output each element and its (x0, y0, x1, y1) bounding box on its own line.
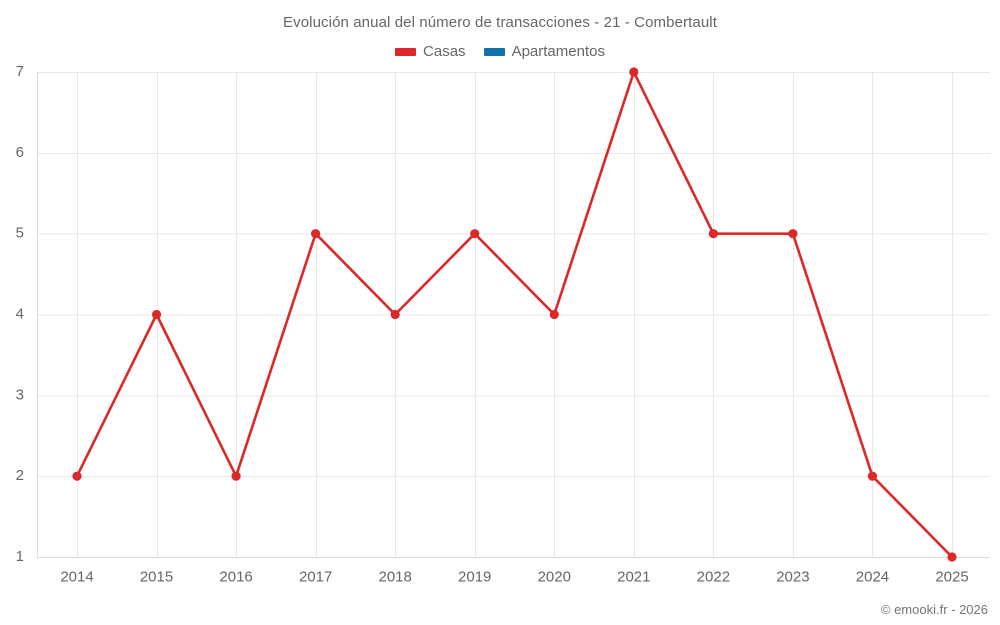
series-line-casas (75, 70, 954, 559)
x-axis-tick-label: 2014 (60, 568, 93, 585)
x-axis-tick-label: 2021 (617, 568, 650, 585)
x-axis-tick-label: 2015 (140, 568, 173, 585)
y-axis-tick-labels: 1 2 3 4 5 6 7 (16, 63, 24, 565)
data-point[interactable] (390, 309, 400, 320)
x-axis-tick-label: 2020 (538, 568, 571, 585)
data-point[interactable] (231, 471, 241, 481)
legend-swatch-casas (395, 47, 417, 56)
y-axis-tick-label: 2 (16, 467, 24, 484)
data-series (72, 67, 957, 562)
data-point[interactable] (470, 229, 480, 239)
x-axis-tick-label: 2018 (378, 568, 411, 585)
data-point[interactable] (867, 471, 878, 481)
legend-item-casas[interactable]: Casas (395, 43, 466, 60)
data-point[interactable] (549, 309, 559, 320)
legend-swatch-apartamentos (483, 47, 505, 56)
x-axis-tick-label: 2016 (219, 568, 252, 585)
y-axis-tick-label: 5 (16, 225, 24, 242)
data-point[interactable] (151, 309, 162, 320)
data-point[interactable] (788, 229, 798, 239)
x-axis-tick-labels: 2014 2015 2016 2017 2018 2019 2020 2021 2022 2023… (60, 568, 968, 585)
y-axis-tick-label: 4 (16, 305, 24, 322)
data-point[interactable] (708, 229, 718, 239)
chart-legend: Casas Apartamentos (0, 43, 1000, 60)
x-axis-tick-label: 2022 (697, 568, 730, 585)
x-axis-tick-label: 2025 (935, 568, 968, 585)
legend-label-apartamentos: Apartamentos (511, 43, 605, 60)
y-axis-tick-label: 7 (16, 63, 24, 80)
x-axis-tick-label: 2017 (299, 568, 332, 585)
legend-item-apartamentos[interactable]: Apartamentos (483, 43, 605, 60)
data-point[interactable] (629, 67, 639, 77)
chart-title: Evolución anual del número de transaccio… (283, 14, 717, 31)
footer-credit: © emooki.fr - 2026 (880, 602, 988, 617)
axis-lines (37, 72, 990, 558)
data-point[interactable] (72, 471, 82, 481)
gridlines (37, 72, 990, 558)
y-axis-tick-label: 3 (16, 386, 24, 403)
x-axis-tick-label: 2024 (856, 568, 889, 585)
legend-label-casas: Casas (423, 43, 466, 60)
x-axis-tick-label: 2023 (776, 568, 809, 585)
data-point[interactable] (311, 229, 321, 239)
data-point[interactable] (947, 552, 957, 562)
x-axis-tick-label: 2019 (458, 568, 491, 585)
y-axis-tick-label: 6 (16, 144, 24, 161)
y-axis-tick-label: 1 (16, 548, 24, 565)
